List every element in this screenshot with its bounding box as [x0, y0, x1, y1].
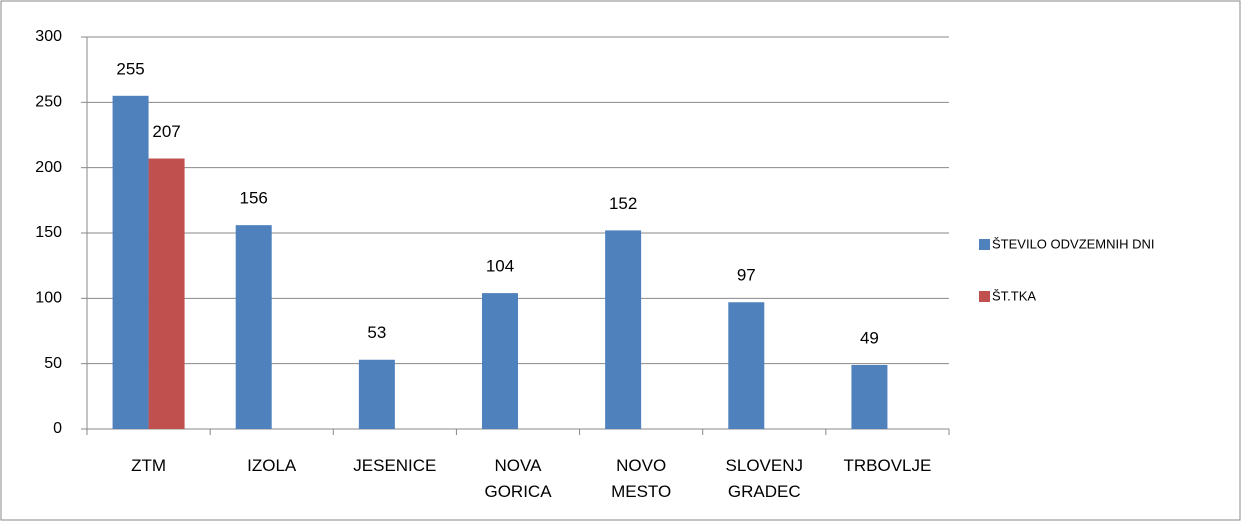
- legend-label: ŠT.TKA: [992, 288, 1036, 303]
- legend-swatch: [979, 291, 990, 302]
- x-tick-label: NOVO MESTO: [611, 456, 672, 501]
- data-label: 97: [737, 266, 756, 285]
- y-tick-label: 0: [53, 420, 62, 437]
- legend-label: ŠTEVILO ODVZEMNIH DNI: [992, 236, 1155, 251]
- y-tick-label: 150: [35, 224, 62, 241]
- y-tick-label: 50: [44, 355, 62, 372]
- data-label: 152: [609, 194, 637, 213]
- bar: [482, 293, 518, 429]
- data-label: 255: [116, 59, 144, 78]
- data-label: 156: [240, 189, 268, 208]
- data-label: 207: [152, 122, 180, 141]
- x-tick-label: IZOLA: [247, 456, 297, 475]
- bar: [605, 230, 642, 429]
- y-tick-label: 100: [35, 290, 62, 307]
- data-label: 49: [860, 328, 879, 347]
- y-tick-label: 250: [35, 94, 62, 111]
- y-tick-label: 200: [35, 159, 62, 176]
- x-tick-label: TRBOVLJE: [843, 456, 932, 475]
- bar: [112, 95, 149, 430]
- bar: [728, 302, 765, 429]
- data-label: 104: [486, 257, 514, 276]
- bar: [358, 359, 395, 429]
- bar: [851, 364, 888, 429]
- y-tick-label: 300: [35, 28, 62, 45]
- bar: [235, 225, 272, 429]
- data-label: 53: [367, 323, 386, 342]
- x-tick-label: SLOVENJ GRADEC: [725, 456, 804, 501]
- x-tick-label: NOVA GORICA: [484, 456, 552, 501]
- bar: [148, 158, 185, 429]
- x-tick-label: JESENICE: [353, 456, 437, 475]
- x-tick-label: ZTM: [131, 456, 167, 475]
- legend-swatch: [979, 239, 990, 250]
